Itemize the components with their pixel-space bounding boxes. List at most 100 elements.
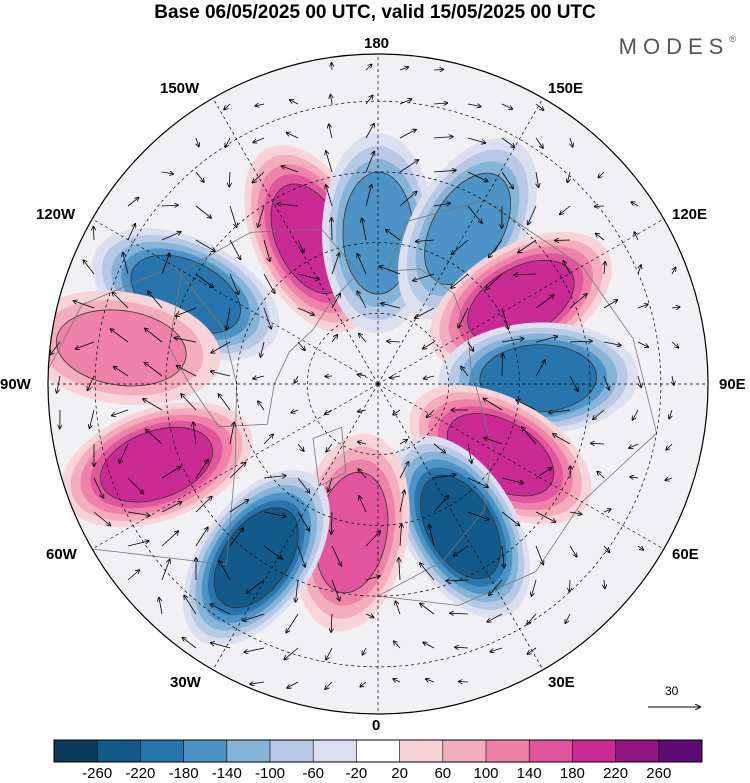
wind-arrow [669,409,672,419]
wind-arrow [433,170,456,172]
wind-arrow [487,613,503,622]
wind-arrow [429,525,435,547]
wind-arrow [297,341,305,350]
high-anomaly-11 [48,290,221,406]
map-disc [47,53,709,715]
colorbar-swatch [399,740,444,762]
wind-arrow [358,410,367,412]
wind-arrow [423,341,435,349]
coastline-1 [312,426,347,487]
wind-arrow [535,545,543,565]
wind-arrow [297,443,304,451]
wind-arrow [93,511,111,526]
wind-arrow [433,103,447,104]
wind-arrow [358,375,367,377]
wind-vectors [50,63,680,689]
wind-arrow [297,307,314,315]
wind-arrow [603,341,621,345]
wind-arrow [244,647,265,652]
wind-arrow [489,579,503,596]
wind-arrow [365,64,372,71]
wind-arrow [332,63,333,71]
wind-arrow [486,273,503,289]
colorbar-swatch [442,740,487,762]
wind-arrow [467,104,481,107]
wind-arrow [161,502,182,513]
wind-arrow [535,468,552,479]
wind-arrow [390,376,401,378]
lon-label-30e: 30E [548,674,575,691]
wind-arrow [291,410,299,413]
wind-arrow [88,375,95,390]
map-title: Base 06/05/2025 00 UTC, valid 15/05/2025… [154,2,596,23]
wind-arrow [263,476,286,478]
wind-arrow [229,463,246,479]
wind-arrow [357,254,367,275]
wind-arrow [277,204,299,206]
wind-arrow [331,511,332,534]
wind-arrow [127,511,150,516]
wind-arrow [250,682,265,684]
wind-arrow [379,266,401,275]
wind-arrow [671,341,679,348]
wind-arrow [672,267,676,275]
wind-arrow [74,301,95,309]
wind-arrow [570,579,571,592]
wind-arrow [365,124,374,139]
wind-arrow [362,218,367,241]
wind-arrow [357,291,367,309]
wind-arrow [598,171,605,178]
wind-arrow [399,67,408,70]
wind-arrow [93,477,103,498]
wind-arrow [328,477,333,492]
wind-arrow [325,409,333,414]
colorbar-swatch [529,740,573,762]
wind-arrow [400,524,402,547]
wind-arrow [263,434,273,445]
wind-arrow [531,579,537,596]
wind-arrow [161,466,181,479]
wind-arrow [263,273,275,293]
wind-arrow [535,137,543,148]
colorbar-label: 20 [391,765,408,782]
wind-arrow [458,307,469,328]
wind-arrow [263,239,270,261]
wind-arrow [399,192,417,207]
wind-arrow [331,613,332,632]
brand-name: MODES [618,34,730,59]
wind-arrow [604,579,605,588]
wind-arrow [50,341,61,355]
wind-arrow [195,171,204,182]
wind-arrow [331,335,337,343]
wind-arrow [501,307,508,329]
wind-arrow [110,329,129,343]
meridian-line [377,383,664,550]
wind-arrow [127,198,139,207]
wind-arrow [263,307,271,329]
wind-arrow [393,409,401,415]
wind-arrow [195,205,211,218]
graticule [48,54,708,714]
latitude-circle [306,312,450,456]
wind-arrow [148,291,163,309]
wind-arrow [365,185,372,207]
wind-arrow [671,307,680,308]
wind-arrow [210,604,231,615]
wind-arrow [563,261,571,275]
meridian-line [212,383,379,670]
latitude-circle [236,242,520,526]
wind-arrow [483,398,503,411]
wind-arrow [260,341,265,357]
wind-arrow [93,227,94,241]
colorbar-swatch [140,740,185,762]
wind-arrow [569,545,577,557]
wind-arrow [427,409,435,417]
wind-arrow [161,531,178,547]
wind-arrow [467,443,472,463]
wind-arrow [57,375,61,393]
wind-arrow [127,570,139,581]
meridian-line [92,218,379,385]
wind-arrow [501,137,515,147]
wind-arrow [467,205,482,223]
wind-arrow [451,273,469,288]
